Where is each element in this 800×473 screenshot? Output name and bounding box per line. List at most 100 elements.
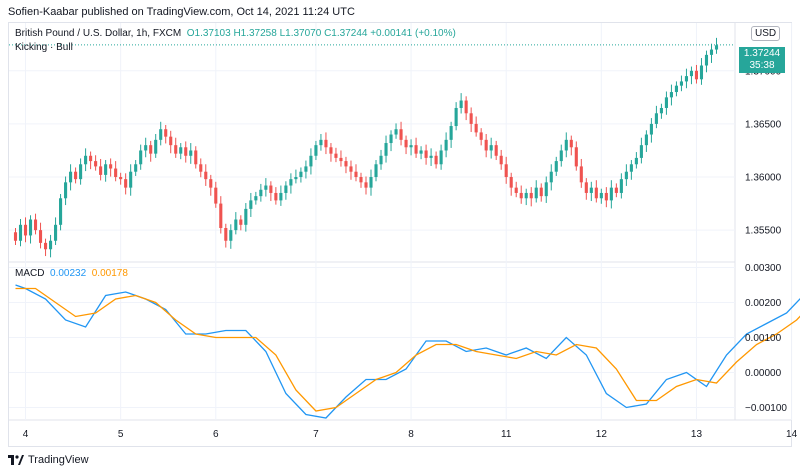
candle-body [709,49,714,55]
grid [9,23,793,421]
candle-body [289,179,293,186]
candle-body [374,164,378,178]
footer[interactable]: TradingView [8,454,89,466]
candle-body [534,187,538,199]
candle-body [304,166,308,172]
candle-body [199,164,203,172]
candle-body [319,139,323,146]
candle-body [334,153,338,158]
candle-body [559,150,563,162]
candle-body [33,219,38,231]
candle-body [259,189,263,197]
candle-body [324,139,328,148]
candle-body [114,168,118,178]
candle-body [714,45,719,50]
candle-body [704,54,709,66]
candle-body [429,155,433,158]
candle-body [594,187,598,199]
candle-body [149,145,153,154]
candle-body [384,143,388,156]
footer-brand: TradingView [28,454,89,466]
time-tick-label: 4 [23,429,29,440]
currency-button[interactable]: USD [751,26,781,41]
candle-body [544,182,548,197]
candle-body [294,177,298,180]
candle-body [389,134,393,144]
candle-body [664,97,668,108]
candle-body [109,164,113,169]
candle-body [43,242,48,250]
publisher-line: Sofien-Kaabar published on TradingView.c… [8,6,355,18]
macd-tick-label: −0.00100 [745,403,787,414]
time-tick-label: 12 [596,429,608,440]
symbol-header: British Pound / U.S. Dollar, 1h, FXCM O1… [15,28,456,39]
candle-body [274,192,278,201]
candle-body [469,113,473,124]
price-tick-label: 1.36500 [745,119,782,130]
candle-body [89,155,93,162]
candle-body [454,107,458,127]
candle-body [84,155,88,165]
candle-body [484,139,488,151]
candle-body [509,177,513,188]
candle-body [674,85,678,93]
candle-body [639,145,643,158]
candle-body [499,155,503,165]
candle-body [229,230,233,241]
price-tick-label: 1.36000 [745,173,782,184]
candle-body [554,161,558,172]
candle-body [129,171,133,188]
candle-body [644,134,648,146]
macd-legend[interactable]: MACD 0.00232 0.00178 [15,268,128,279]
candle-body [104,164,108,175]
indicator-label[interactable]: Kicking · Bull [15,42,73,53]
candle-body [434,155,438,165]
time-tick-label: 11 [501,429,512,440]
candle-body [549,171,553,183]
candle-body [54,224,58,241]
macd-layer [15,284,800,419]
candle-body [38,230,43,243]
candle-body [23,224,28,236]
macd-tick-label: 0.00000 [745,368,782,379]
candle-body [134,164,138,172]
candle-body [189,150,193,156]
candle-body [694,70,699,80]
candle-body [604,192,608,201]
candle-body [684,76,689,82]
macd-legend-value: 0.00232 [50,268,87,279]
candle-body [254,196,258,201]
candle-body [239,219,243,225]
candle-body [154,139,158,154]
candle-body [609,187,613,201]
candle-body [119,177,123,180]
candle-body [13,232,18,241]
tradingview-logo-icon [8,455,24,465]
candle-body [589,187,593,193]
candle-body [354,171,358,178]
time-tick-label: 7 [313,429,319,440]
candle-body [629,164,633,172]
candle-body [439,150,443,165]
macd-tick-label: 0.00300 [745,263,782,274]
candle-body [169,136,173,146]
candle-body [584,182,588,193]
candle-body [359,177,363,183]
candle-body [654,113,658,124]
candle-body [204,171,208,180]
symbol-ohlc: O1.37103 H1.37258 L1.37070 C1.37244 +0.0… [186,28,456,39]
candle-body [314,145,318,156]
time-tick-label: 8 [408,429,414,440]
candle-body [689,70,694,77]
bar-countdown: 35:38 [749,60,775,71]
signal-legend-value: 0.00178 [91,268,128,279]
candle-body [64,182,68,199]
candle-body [264,185,268,190]
candle-body [619,179,623,193]
candle-body [94,161,98,167]
candle-body [579,166,583,183]
candle-body [99,166,103,175]
candle-body [344,161,348,167]
candle-body [394,129,398,135]
